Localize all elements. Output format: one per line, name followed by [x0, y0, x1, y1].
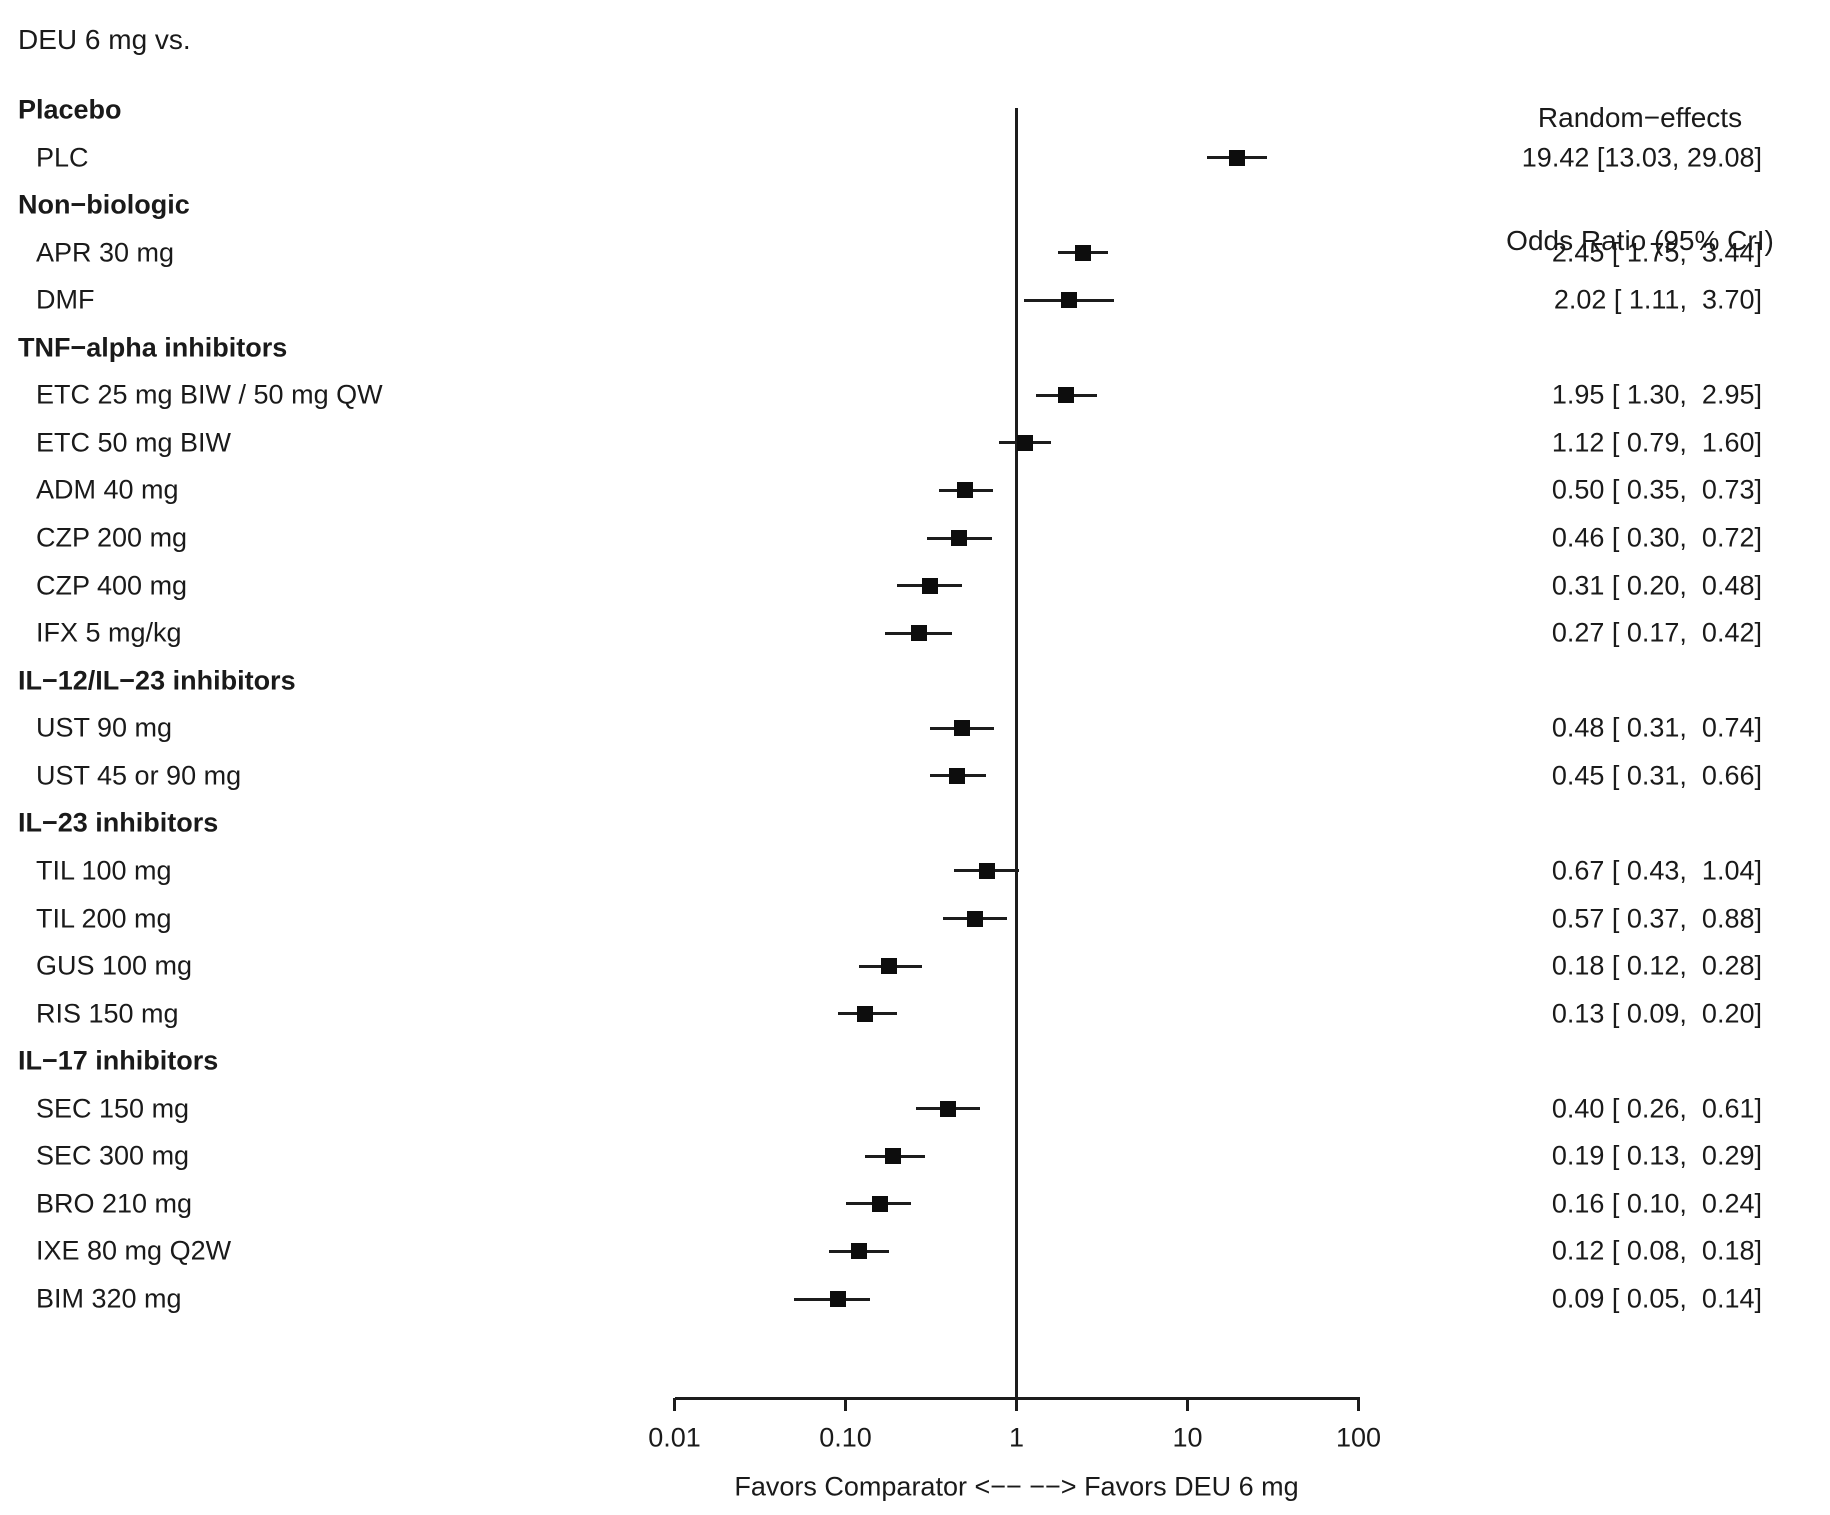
odds-ratio-value: 0.09 [ 0.05, 0.14] — [1551, 1283, 1762, 1314]
x-axis-tick — [673, 1398, 676, 1411]
odds-ratio-value: 19.42 [13.03, 29.08] — [1521, 142, 1762, 173]
odds-ratio-value: 0.57 [ 0.37, 0.88] — [1551, 903, 1762, 934]
odds-ratio-value: 0.46 [ 0.30, 0.72] — [1551, 522, 1762, 553]
x-axis-tick-label: 100 — [1335, 1422, 1382, 1453]
odds-ratio-value: 0.18 [ 0.12, 0.28] — [1551, 950, 1762, 981]
odds-ratio-marker — [1075, 244, 1092, 261]
row-treatment-label: RIS 150 mg — [36, 998, 179, 1029]
odds-ratio-value: 0.50 [ 0.35, 0.73] — [1551, 474, 1762, 505]
row-treatment-label: IXE 80 mg Q2W — [36, 1235, 232, 1266]
row-treatment-label: BIM 320 mg — [36, 1283, 182, 1314]
row-treatment-label: GUS 100 mg — [36, 950, 193, 981]
row-treatment-label: BRO 210 mg — [36, 1188, 193, 1219]
row-treatment-label: SEC 150 mg — [36, 1093, 190, 1124]
plot-title: DEU 6 mg vs. — [18, 24, 191, 55]
row-treatment-label: CZP 400 mg — [36, 570, 188, 601]
odds-ratio-marker — [1228, 149, 1245, 166]
odds-ratio-value: 0.67 [ 0.43, 1.04] — [1551, 855, 1762, 886]
odds-ratio-marker — [921, 577, 938, 594]
row-treatment-label: ETC 25 mg BIW / 50 mg QW — [36, 379, 383, 410]
or-column-header-line1: Random−effects — [1537, 102, 1743, 133]
odds-ratio-marker — [949, 767, 966, 784]
odds-ratio-marker — [856, 1005, 873, 1022]
reference-line — [1015, 108, 1018, 1398]
odds-ratio-value: 0.12 [ 0.08, 0.18] — [1551, 1235, 1762, 1266]
row-treatment-label: DMF — [36, 284, 95, 315]
x-axis-tick-label: 10 — [1172, 1422, 1203, 1453]
row-treatment-label: UST 90 mg — [36, 712, 173, 743]
odds-ratio-marker — [940, 1100, 957, 1117]
odds-ratio-value: 0.45 [ 0.31, 0.66] — [1551, 760, 1762, 791]
x-axis-caption: Favors Comparator <−− −−> Favors DEU 6 m… — [734, 1471, 1299, 1502]
odds-ratio-marker — [851, 1243, 868, 1260]
row-treatment-label: SEC 300 mg — [36, 1140, 190, 1171]
odds-ratio-marker — [881, 958, 898, 975]
row-group-label: IL−17 inhibitors — [18, 1045, 219, 1076]
odds-ratio-value: 2.02 [ 1.11, 3.70] — [1553, 284, 1762, 315]
row-treatment-label: TIL 100 mg — [36, 855, 172, 886]
row-treatment-label: IFX 5 mg/kg — [36, 617, 182, 648]
row-group-label: Non−biologic — [18, 189, 190, 220]
row-group-label: IL−23 inhibitors — [18, 807, 219, 838]
odds-ratio-marker — [966, 910, 983, 927]
odds-ratio-marker — [1060, 292, 1077, 309]
x-axis-tick — [844, 1398, 847, 1411]
row-group-label: IL−12/IL−23 inhibitors — [18, 665, 296, 696]
odds-ratio-value: 0.19 [ 0.13, 0.29] — [1551, 1140, 1762, 1171]
row-group-label: TNF−alpha inhibitors — [18, 332, 288, 363]
odds-ratio-marker — [953, 720, 970, 737]
odds-ratio-marker — [1058, 387, 1075, 404]
row-treatment-label: UST 45 or 90 mg — [36, 760, 242, 791]
odds-ratio-value: 2.45 [ 1.75, 3.44] — [1551, 237, 1762, 268]
odds-ratio-value: 1.12 [ 0.79, 1.60] — [1551, 427, 1762, 458]
row-treatment-label: TIL 200 mg — [36, 903, 172, 934]
odds-ratio-value: 0.27 [ 0.17, 0.42] — [1551, 617, 1762, 648]
odds-ratio-marker — [872, 1195, 889, 1212]
x-axis-tick-label: 0.01 — [648, 1422, 701, 1453]
odds-ratio-marker — [957, 482, 974, 499]
odds-ratio-value: 0.48 [ 0.31, 0.74] — [1551, 712, 1762, 743]
x-axis-tick — [1357, 1398, 1360, 1411]
odds-ratio-value: 0.13 [ 0.09, 0.20] — [1551, 998, 1762, 1029]
odds-ratio-value: 0.40 [ 0.26, 0.61] — [1551, 1093, 1762, 1124]
odds-ratio-marker — [911, 625, 928, 642]
row-treatment-label: ADM 40 mg — [36, 474, 179, 505]
row-treatment-label: APR 30 mg — [36, 237, 175, 268]
or-column-header-line2: Odds Ratio (95% CrI) — [1506, 225, 1774, 256]
odds-ratio-marker — [885, 1148, 902, 1165]
row-treatment-label: PLC — [36, 142, 89, 173]
odds-ratio-value: 1.95 [ 1.30, 2.95] — [1551, 379, 1762, 410]
odds-ratio-marker — [950, 530, 967, 547]
x-axis-tick-label: 1 — [1008, 1422, 1025, 1453]
row-treatment-label: CZP 200 mg — [36, 522, 188, 553]
x-axis-tick — [1186, 1398, 1189, 1411]
row-group-label: Placebo — [18, 94, 122, 125]
odds-ratio-value: 0.16 [ 0.10, 0.24] — [1551, 1188, 1762, 1219]
odds-ratio-marker — [829, 1291, 846, 1307]
x-axis-tick-label: 0.10 — [819, 1422, 872, 1453]
odds-ratio-marker — [978, 862, 995, 879]
odds-ratio-marker — [1016, 434, 1033, 451]
row-treatment-label: ETC 50 mg BIW — [36, 427, 232, 458]
odds-ratio-value: 0.31 [ 0.20, 0.48] — [1551, 570, 1762, 601]
x-axis-tick — [1015, 1398, 1018, 1411]
or-column-header: Random−effects Odds Ratio (95% CrI) — [1440, 15, 1830, 343]
